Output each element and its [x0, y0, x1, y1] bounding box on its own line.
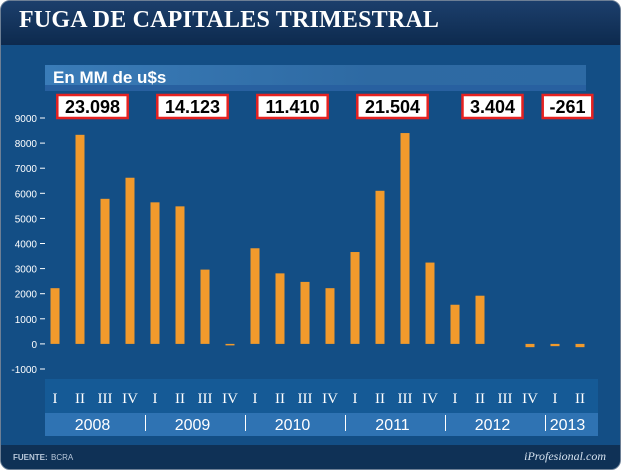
bar — [350, 252, 360, 344]
quarter-label: IV — [322, 391, 338, 407]
bar — [575, 343, 585, 348]
quarter-label: I — [153, 391, 158, 407]
y-tick-label: 0 — [31, 340, 37, 351]
quarter-label: II — [375, 391, 385, 407]
quarter-label: III — [398, 391, 413, 407]
y-tick-label: 3000 — [15, 265, 38, 276]
year-label: 2009 — [175, 417, 211, 434]
quarter-label: II — [175, 391, 185, 407]
bar — [50, 288, 60, 344]
y-tick-label: 9000 — [15, 114, 38, 125]
quarter-label: III — [198, 391, 213, 407]
annual-total-box — [56, 93, 129, 120]
bar — [450, 304, 460, 344]
y-tick-label: 5000 — [15, 214, 38, 225]
y-axis: 9000 8000 7000 6000 5000 4000 3000 2000 1000 0 -10… — [11, 114, 45, 376]
annual-total-box — [256, 93, 329, 120]
bar — [525, 343, 535, 348]
y-tick-label: -1000 — [11, 365, 37, 376]
quarter-label: III — [98, 391, 113, 407]
unit-label: En MM de u$s — [53, 68, 167, 87]
annual-total-value: 11.410 — [265, 97, 319, 117]
annual-total-value: 21.504 — [365, 97, 420, 117]
bar — [75, 134, 85, 344]
y-tick-label: 2000 — [15, 290, 38, 301]
quarter-label: I — [53, 391, 58, 407]
bar — [325, 288, 335, 344]
annual-total-value: -261 — [549, 97, 585, 117]
unit-band-shadow — [45, 85, 586, 91]
quarter-label: II — [575, 391, 585, 407]
bar — [375, 190, 385, 344]
y-tick-label: 6000 — [15, 189, 38, 200]
y-tick-label: 1000 — [15, 315, 38, 326]
footer — [1, 445, 620, 469]
y-tick-label: 8000 — [15, 139, 38, 150]
quarter-label: III — [498, 391, 513, 407]
bar — [550, 343, 560, 347]
quarter-label: I — [453, 391, 458, 407]
bar — [225, 343, 235, 346]
bar — [250, 248, 260, 344]
bar — [200, 269, 210, 344]
annual-totals: 23.098 14.123 11.410 21.504 3.404 -261 — [56, 93, 594, 120]
title-bar — [1, 1, 620, 45]
annual-total-box — [461, 93, 524, 120]
annual-total-value: 3.404 — [470, 97, 515, 117]
bar — [300, 281, 310, 344]
annual-total-value: 14.123 — [165, 97, 220, 117]
quarter-label: II — [275, 391, 285, 407]
year-label: 2012 — [475, 417, 511, 434]
chart-title: FUGA DE CAPITALES TRIMESTRAL — [19, 7, 440, 33]
quarter-label: II — [475, 391, 485, 407]
year-labels: 2008 2009 2010 2011 2012 2013 — [75, 415, 586, 434]
year-label: 2008 — [75, 417, 111, 434]
brand-logo: iProfesional.com — [524, 449, 606, 463]
quarter-label: IV — [422, 391, 438, 407]
quarter-label: IV — [222, 391, 238, 407]
bar — [100, 198, 110, 344]
bar — [150, 202, 160, 344]
annual-total-value: 23.098 — [65, 97, 120, 117]
annual-total-box — [356, 93, 429, 120]
year-axis-band — [45, 413, 598, 436]
bars — [50, 133, 585, 348]
quarter-label: I — [553, 391, 558, 407]
quarter-label: IV — [122, 391, 138, 407]
y-tick-label: 4000 — [15, 240, 38, 251]
bar — [275, 273, 285, 344]
annual-total-box — [541, 93, 594, 120]
quarter-label: I — [253, 391, 258, 407]
quarter-label: II — [75, 391, 85, 407]
quarter-label: III — [298, 391, 313, 407]
year-label: 2011 — [375, 417, 410, 434]
quarter-label: I — [353, 391, 358, 407]
bar — [400, 133, 410, 344]
quarter-axis-band — [45, 379, 598, 413]
annual-total-box — [156, 93, 229, 120]
year-label: 2013 — [550, 417, 586, 434]
quarter-labels: I II III IV I II III IV I II III IV I II III IV I II III IV… — [53, 391, 586, 407]
bar — [475, 295, 485, 344]
quarter-label: IV — [522, 391, 538, 407]
bar — [125, 177, 135, 344]
bar — [425, 262, 435, 344]
year-label: 2010 — [275, 417, 311, 434]
source-label: FUENTE: — [13, 453, 48, 462]
source-text: BCRA — [51, 453, 74, 462]
y-tick-label: 7000 — [15, 164, 38, 175]
bar — [175, 206, 185, 344]
